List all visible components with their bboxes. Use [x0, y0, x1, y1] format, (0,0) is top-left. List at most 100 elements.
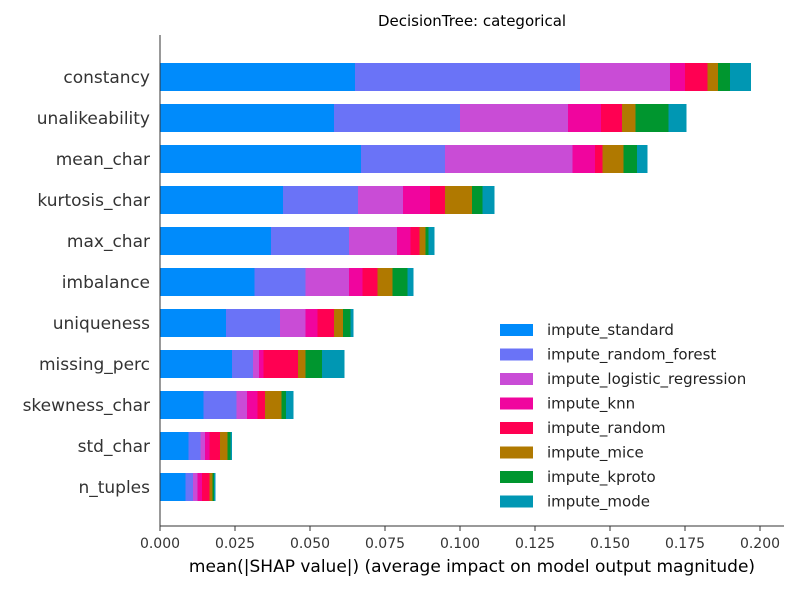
bar-segment	[220, 432, 228, 460]
bar-segment	[623, 145, 637, 173]
legend-label: impute_logistic_regression	[547, 370, 746, 389]
bar-segment	[580, 63, 670, 91]
bar-segment	[185, 473, 193, 501]
bar-segment	[482, 186, 495, 214]
x-tick-label: 0.000	[140, 536, 180, 552]
y-tick-labels: constancy unalikeability mean_char kurtosis…	[23, 68, 151, 498]
x-tick-label: 0.200	[740, 536, 780, 552]
bar-segment	[160, 473, 186, 501]
bar-segment	[160, 309, 226, 337]
bar-segment	[358, 186, 403, 214]
bar-segment	[205, 432, 210, 460]
bar-segment	[160, 268, 255, 296]
legend-label: impute_kproto	[547, 468, 656, 487]
legend-swatch	[500, 397, 533, 410]
y-tick-label: max_char	[67, 232, 150, 252]
bar-segment	[407, 268, 414, 296]
bar-segment	[334, 309, 343, 337]
bar-segment	[428, 227, 435, 255]
bar-segment	[160, 186, 283, 214]
bar-segment	[230, 432, 232, 460]
legend-swatch	[500, 422, 533, 434]
x-tick-label: 0.150	[590, 536, 630, 552]
x-tick-label: 0.175	[665, 536, 705, 552]
legend-label: impute_mice	[547, 444, 644, 463]
bar-segment	[685, 63, 708, 91]
y-tick-label: missing_perc	[39, 355, 150, 375]
legend: impute_standard impute_random_forestimput…	[500, 321, 746, 512]
bar-segment	[361, 145, 445, 173]
y-tick-label: imbalance	[62, 273, 150, 293]
bar-segment	[305, 350, 322, 378]
bar-segment	[227, 432, 231, 460]
y-tick-label: std_char	[78, 437, 150, 457]
bar-segment	[334, 104, 460, 132]
bar-segment	[670, 63, 685, 91]
bar-segment	[403, 186, 430, 214]
x-tick-label: 0.075	[365, 536, 405, 552]
bar-segment	[730, 63, 751, 91]
chart-title: DecisionTree: categorical	[378, 12, 566, 30]
bar-segment	[419, 227, 426, 255]
x-axis-label: mean(|SHAP value|) (average impact on mo…	[189, 557, 755, 577]
y-tick-label: constancy	[63, 68, 150, 88]
y-tick-label: uniqueness	[53, 314, 150, 334]
bar-segment	[377, 268, 393, 296]
bar-segment	[472, 186, 483, 214]
bar-segment	[265, 391, 282, 419]
bar-segment	[160, 145, 361, 173]
x-axis: 0.000 0.025 0.050 0.075 0.100 0.125 0.150 0.175…	[140, 35, 784, 552]
bar-segment	[203, 391, 237, 419]
bar-segment	[349, 227, 397, 255]
y-tick-label: skewness_char	[23, 396, 150, 416]
bar-segment	[668, 104, 687, 132]
bar-segment	[263, 350, 298, 378]
legend-swatch	[500, 324, 533, 336]
x-tick-label: 0.050	[290, 536, 330, 552]
bar-segment	[160, 432, 189, 460]
legend-label: impute_random_forest	[547, 346, 716, 365]
bar-segment	[572, 145, 595, 173]
bar-segment	[160, 350, 232, 378]
bar-segment	[193, 473, 198, 501]
bar-segment	[202, 473, 210, 501]
legend-swatch	[500, 495, 533, 508]
bar-segment	[445, 186, 472, 214]
x-tick-label: 0.025	[215, 536, 255, 552]
bar-segment	[430, 186, 445, 214]
bar-segment	[209, 473, 213, 501]
bar-segment	[601, 104, 622, 132]
legend-swatch	[500, 471, 533, 483]
legend-swatch	[500, 348, 533, 361]
bar-segment	[298, 350, 306, 378]
bar-segment	[160, 391, 204, 419]
bar-segment	[160, 63, 355, 91]
bar-segment	[343, 309, 351, 337]
y-tick-label: n_tuples	[78, 478, 150, 498]
bar-segment	[212, 473, 214, 501]
bar-segment	[200, 432, 205, 460]
legend-label: impute_knn	[547, 395, 635, 414]
bar-segment	[271, 227, 349, 255]
bar-segment	[595, 145, 603, 173]
bar-segment	[160, 227, 271, 255]
bar-segment	[226, 309, 280, 337]
bar-segment	[397, 227, 411, 255]
bar-segment	[283, 186, 358, 214]
bar-segment	[392, 268, 408, 296]
y-tick-label: unalikeability	[37, 109, 150, 129]
legend-label: impute_standard	[547, 321, 674, 340]
bar-segment	[355, 63, 580, 91]
bar-segment	[707, 63, 718, 91]
bar-segment	[305, 309, 318, 337]
bars-group	[160, 63, 751, 501]
bar-segment	[568, 104, 601, 132]
bar-segment	[209, 432, 220, 460]
bar-segment	[280, 309, 306, 337]
bar-segment	[197, 473, 202, 501]
legend-swatch	[500, 373, 533, 385]
x-tick-label: 0.125	[515, 536, 555, 552]
bar-segment	[622, 104, 636, 132]
bar-segment	[349, 268, 363, 296]
